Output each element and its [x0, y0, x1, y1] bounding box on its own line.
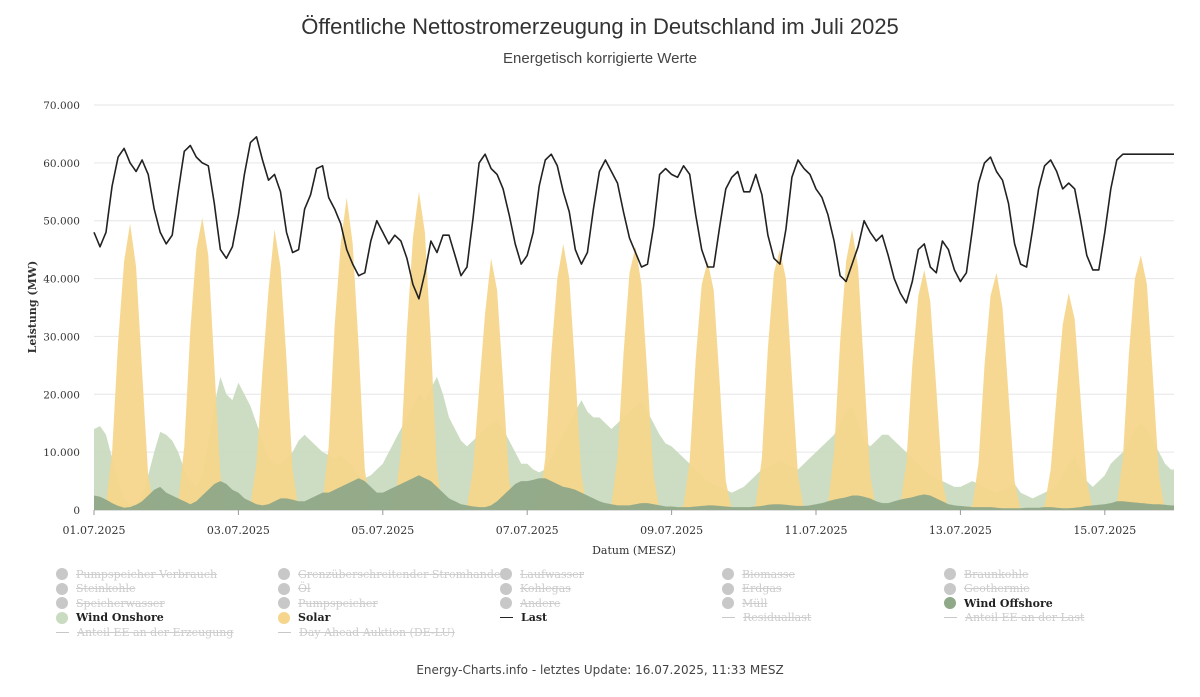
legend-label: Pumpspeicher — [298, 596, 378, 610]
legend-circle-icon — [56, 611, 68, 624]
y-axis-label: Leistung (MW) — [26, 261, 39, 354]
line-series — [93, 136, 1174, 304]
legend-item-residuallast[interactable]: Residuallast — [722, 611, 811, 625]
legend-circle-icon — [56, 582, 68, 595]
legend-circle-icon — [500, 582, 512, 595]
legend-item-anteil-ee-an-der-erzeugung[interactable]: Anteil EE an der Erzeugung — [56, 625, 233, 639]
legend-item-müll[interactable]: Müll — [722, 596, 767, 610]
legend-line-icon — [722, 617, 735, 618]
legend-item-wind-offshore[interactable]: Wind Offshore — [944, 596, 1053, 610]
legend-label: Erdgas — [742, 582, 782, 595]
x-tick-label: 03.07.2025 — [207, 524, 270, 537]
legend-label: Speicherwasser — [76, 596, 165, 610]
legend-circle-icon — [722, 568, 734, 580]
y-tick-label: 50.000 — [43, 216, 80, 228]
legend-line-icon — [56, 631, 69, 633]
y-tick-label: 10.000 — [43, 447, 80, 459]
x-tick-label: 05.07.2025 — [351, 524, 414, 537]
legend-label: Grenzüberschreitender Stromhandel — [298, 567, 504, 581]
legend-circle-icon — [56, 597, 68, 609]
footer-credit: Energy-Charts.info - letztes Update: 16.… — [416, 663, 784, 677]
legend-item-braunkohle[interactable]: Braunkohle — [944, 567, 1028, 581]
legend-label: Residuallast — [743, 611, 812, 624]
legend-label: Wind Onshore — [76, 611, 164, 624]
legend-item-erdgas[interactable]: Erdgas — [722, 582, 782, 596]
legend-item-wind-onshore[interactable]: Wind Onshore — [56, 611, 164, 625]
legend-label: Geothermie — [964, 582, 1030, 595]
y-tick-label: 70.000 — [43, 100, 80, 112]
legend-label: Braunkohle — [964, 567, 1029, 581]
x-axis-ticks: 01.07.2025 03.07.2025 05.07.2025 07.07.2025… — [63, 510, 1136, 537]
legend-circle-icon — [278, 611, 290, 624]
legend-item-laufwasser[interactable]: Laufwasser — [500, 567, 584, 581]
legend-item-öl[interactable]: Öl — [278, 582, 311, 596]
legend-label: Kohlegas — [520, 582, 571, 595]
legend-line-icon — [500, 617, 513, 618]
legend-label: Öl — [298, 582, 311, 595]
legend-line-icon — [944, 617, 957, 618]
legend-item-pumpspeicher-verbrauch[interactable]: Pumpspeicher Verbrauch — [56, 567, 217, 581]
line-last — [93, 136, 1174, 304]
legend-label: Anteil EE an der Last — [965, 611, 1085, 624]
legend-item-grenzüberschreitender-stromhandel[interactable]: Grenzüberschreitender Stromhandel — [278, 567, 504, 581]
legend-label: Steinkohle — [76, 582, 136, 595]
x-tick-label: 13.07.2025 — [929, 524, 992, 537]
y-tick-label: 30.000 — [43, 331, 80, 343]
legend-circle-icon — [278, 582, 290, 595]
legend-circle-icon — [278, 568, 290, 580]
chart-plot: 0 10.000 20.000 30.000 40.000 50.000 60.000 70.… — [26, 100, 1174, 557]
y-tick-label: 20.000 — [43, 389, 80, 401]
legend-circle-icon — [944, 597, 956, 609]
legend-item-pumpspeicher[interactable]: Pumpspeicher — [278, 596, 378, 610]
legend-label: Anteil EE an der Erzeugung — [77, 625, 234, 639]
legend-circle-icon — [500, 568, 512, 580]
legend-circle-icon — [500, 597, 512, 609]
area-series — [94, 191, 1174, 511]
area-solar — [94, 191, 1174, 511]
x-tick-label: 11.07.2025 — [785, 524, 848, 537]
legend-label: Andere — [520, 596, 561, 610]
legend-item-anteil-ee-an-der-last[interactable]: Anteil EE an der Last — [944, 611, 1084, 625]
legend-item-geothermie[interactable]: Geothermie — [944, 582, 1030, 596]
legend-item-last[interactable]: Last — [500, 611, 547, 625]
x-tick-label: 07.07.2025 — [496, 524, 559, 537]
legend-circle-icon — [278, 597, 290, 609]
legend-item-andere[interactable]: Andere — [500, 596, 560, 610]
legend-item-solar[interactable]: Solar — [278, 611, 330, 625]
legend-line-icon — [278, 631, 291, 633]
legend-label: Müll — [742, 596, 768, 610]
x-tick-label: 01.07.2025 — [63, 524, 126, 537]
legend-label: Wind Offshore — [964, 596, 1053, 610]
chart-title: Öffentliche Nettostromerzeugung in Deuts… — [301, 14, 899, 39]
x-axis-label: Datum (MESZ) — [592, 544, 676, 557]
y-tick-label: 40.000 — [43, 274, 80, 286]
legend-item-day-ahead-auktion-de-lu-[interactable]: Day Ahead Auktion (DE-LU) — [278, 625, 455, 639]
y-tick-label: 60.000 — [43, 158, 80, 170]
legend-circle-icon — [56, 568, 68, 580]
legend-label: Pumpspeicher Verbrauch — [76, 567, 218, 581]
legend-item-speicherwasser[interactable]: Speicherwasser — [56, 596, 165, 610]
legend-label: Solar — [298, 611, 331, 624]
legend-label: Laufwasser — [520, 567, 585, 581]
legend-item-kohlegas[interactable]: Kohlegas — [500, 582, 571, 596]
legend-item-steinkohle[interactable]: Steinkohle — [56, 582, 135, 596]
legend-circle-icon — [944, 568, 956, 580]
y-tick-label: 0 — [73, 505, 80, 517]
legend-circle-icon — [722, 597, 734, 609]
y-axis-ticks: 0 10.000 20.000 30.000 40.000 50.000 60.000 70.… — [43, 100, 80, 517]
legend-label: Last — [521, 611, 548, 624]
legend-circle-icon — [944, 582, 956, 595]
x-tick-label: 09.07.2025 — [640, 524, 703, 537]
x-tick-label: 15.07.2025 — [1073, 524, 1136, 537]
chart-subtitle: Energetisch korrigierte Werte — [503, 50, 697, 67]
legend-circle-icon — [722, 582, 734, 595]
legend-label: Biomasse — [742, 567, 796, 581]
legend-item-biomasse[interactable]: Biomasse — [722, 567, 795, 581]
area-wind-offshore — [94, 475, 1174, 510]
legend-label: Day Ahead Auktion (DE-LU) — [299, 625, 455, 639]
